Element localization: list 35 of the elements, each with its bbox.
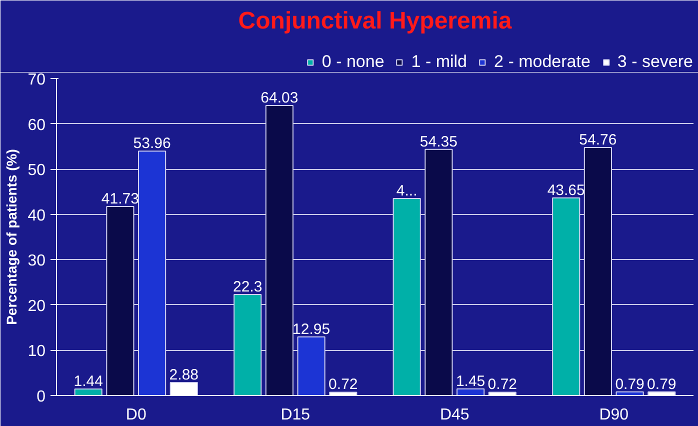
data-label: 64.03 xyxy=(260,90,298,107)
y-tick-label: 50 xyxy=(28,162,46,180)
data-label: 1.45 xyxy=(456,372,486,390)
data-label: 0.72 xyxy=(328,376,358,394)
bar xyxy=(456,388,485,396)
data-label: 22.3 xyxy=(233,278,262,296)
x-tick-label: D90 xyxy=(599,406,629,424)
data-label: 0.79 xyxy=(615,376,644,393)
y-tick-label: 40 xyxy=(28,207,46,224)
bar xyxy=(74,388,102,396)
data-label: 54.35 xyxy=(420,133,458,150)
legend-label: 2 - moderate xyxy=(494,52,590,72)
y-tick-label: 30 xyxy=(28,252,46,270)
legend-label: 0 - none xyxy=(322,52,384,72)
data-label: 4... xyxy=(396,182,418,200)
data-label: 0.72 xyxy=(488,376,518,394)
data-label: 54.76 xyxy=(579,132,617,149)
data-label: 0.79 xyxy=(647,376,676,393)
legend-label: 3 - severe xyxy=(617,52,693,72)
data-label: 12.95 xyxy=(292,320,330,338)
y-tick-label: 10 xyxy=(28,343,46,360)
data-label: 2.88 xyxy=(169,366,199,384)
y-tick-label: 0 xyxy=(36,388,46,406)
chart-title: Conjunctival Hyperemia xyxy=(238,8,512,34)
data-label: 53.96 xyxy=(133,135,171,152)
y-axis-title: Percentage of patients (%) xyxy=(4,149,20,325)
x-tick-label: D15 xyxy=(280,406,310,424)
data-label: 43.65 xyxy=(547,182,585,199)
y-tick-label: 60 xyxy=(28,116,46,134)
x-tick-label: D45 xyxy=(440,406,470,424)
data-label: 1.44 xyxy=(74,372,103,390)
x-tick-label: D0 xyxy=(126,406,146,424)
y-tick-label: 20 xyxy=(28,298,46,315)
y-tick-label: 70 xyxy=(28,72,46,88)
legend-label: 1 - mild xyxy=(411,52,468,72)
